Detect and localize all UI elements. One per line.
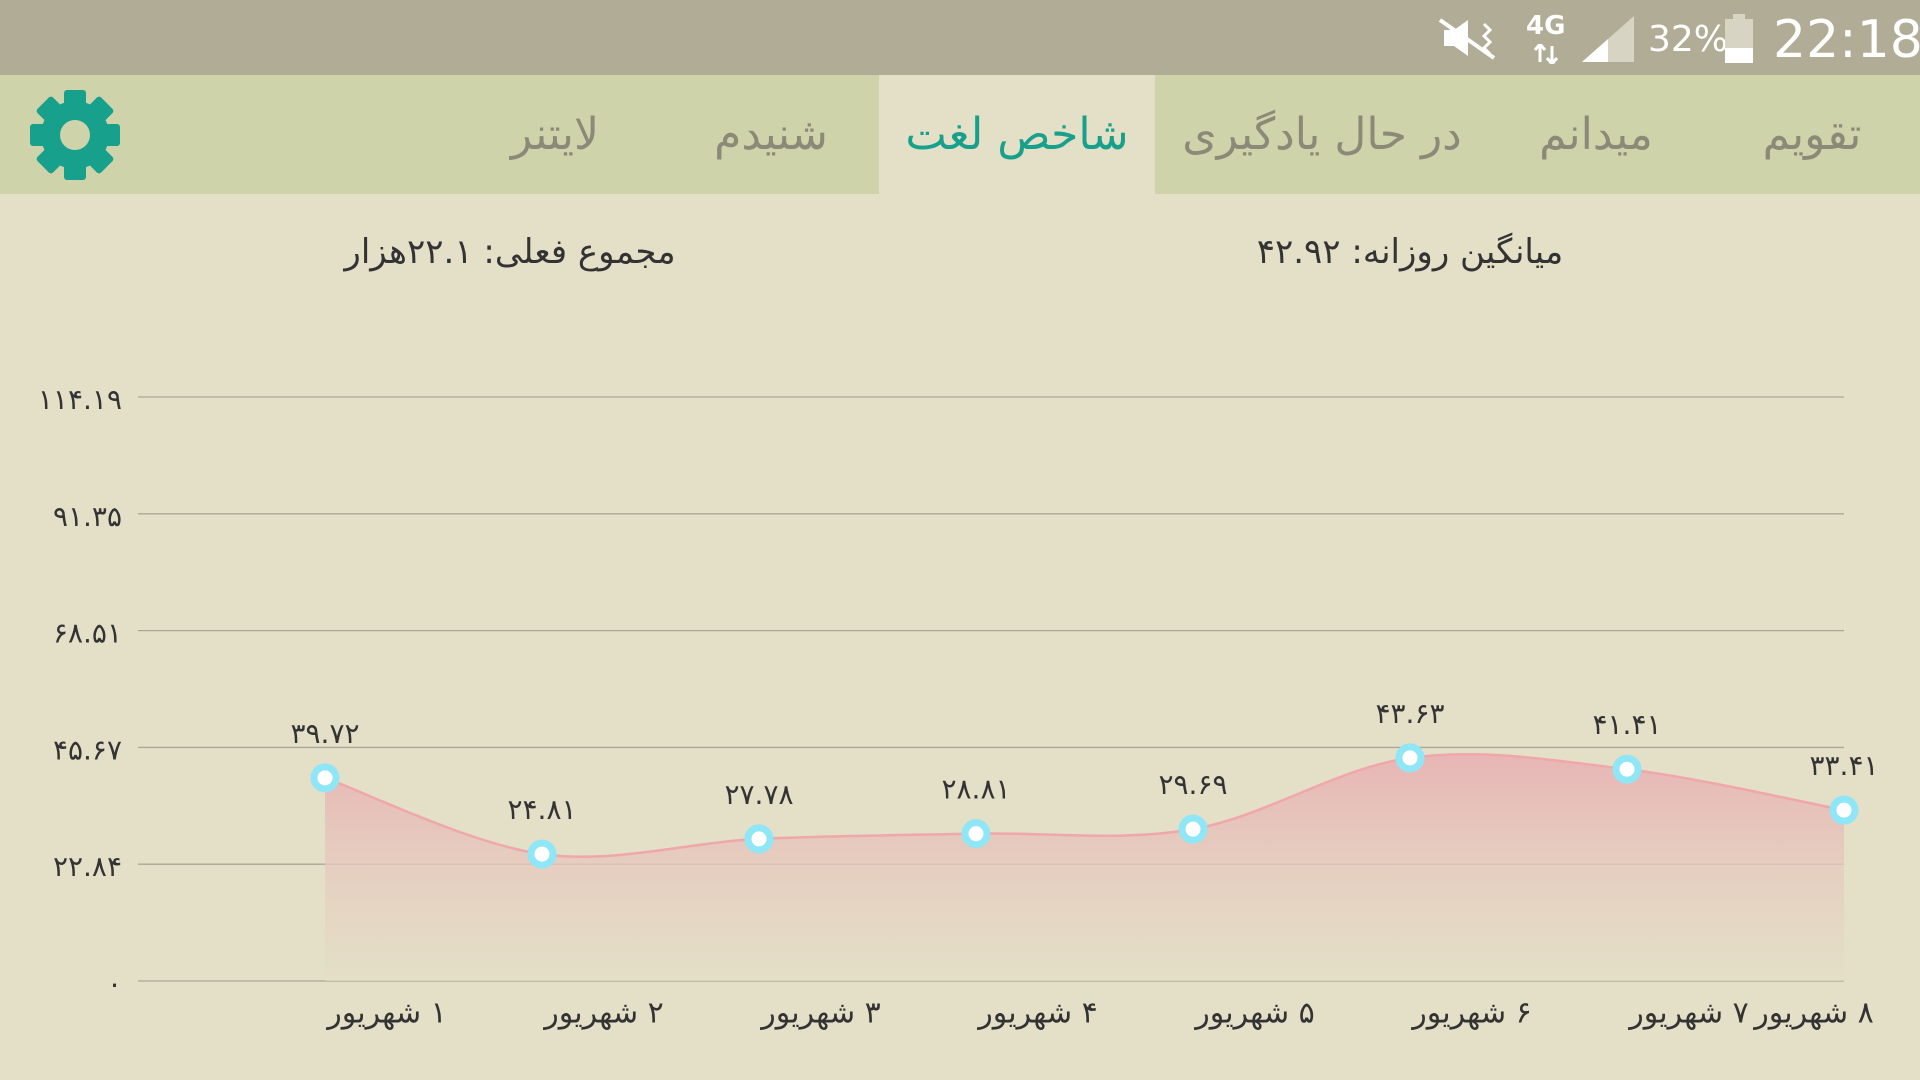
total-stat: مجموع فعلی: ۲۲.۱هزار bbox=[344, 232, 676, 272]
tab[interactable]: لایتنر bbox=[510, 109, 600, 160]
data-point bbox=[1612, 754, 1642, 784]
mute-icon bbox=[1438, 18, 1496, 60]
data-point bbox=[961, 819, 991, 849]
data-point bbox=[310, 763, 340, 793]
value-label: ۲۸.۸۱ bbox=[941, 773, 1010, 806]
x-tick-label: ۱ شهریور bbox=[325, 996, 447, 1031]
y-tick-label: ۰ bbox=[107, 967, 122, 1000]
x-tick-label: ۳ شهریور bbox=[759, 996, 881, 1031]
value-label: ۲۴.۸۱ bbox=[507, 793, 576, 826]
battery-label: 32% bbox=[1648, 19, 1729, 60]
data-arrows bbox=[1534, 44, 1559, 64]
x-tick-label: ۲ شهریور bbox=[542, 996, 664, 1031]
x-tick-label: ۷ شهریور bbox=[1627, 996, 1749, 1031]
tab[interactable]: تقویم bbox=[1762, 109, 1862, 160]
value-label: ۳۳.۴۱ bbox=[1809, 749, 1878, 782]
signal-icon bbox=[1582, 16, 1634, 62]
y-tick-label: ۴۵.۶۷ bbox=[53, 733, 122, 766]
data-point bbox=[744, 824, 774, 854]
status-bar: 4G 32% 22:18 bbox=[0, 0, 1920, 75]
line bbox=[324, 752, 1845, 859]
tab[interactable]: شاخص لغت bbox=[879, 75, 1155, 194]
settings-button[interactable] bbox=[28, 88, 122, 182]
data-point bbox=[527, 839, 557, 869]
average-stat: میانگین روزانه: ۴۲.۹۲ bbox=[1256, 232, 1564, 272]
value-label: ۳۹.۷۲ bbox=[290, 717, 359, 750]
x-tick-label: ۵ شهریور bbox=[1193, 996, 1315, 1031]
tab[interactable]: شنیدم bbox=[714, 109, 828, 160]
data-point bbox=[1829, 795, 1859, 825]
y-tick-label: ۱۱۴.۱۹ bbox=[38, 383, 122, 416]
y-tick-label: ۲۲.۸۴ bbox=[53, 850, 122, 883]
tab-bar: تقویم میدانم در حال یادگیری شاخص لغت شنی… bbox=[0, 75, 1920, 194]
value-label: ۲۷.۷۸ bbox=[724, 778, 793, 811]
value-label: ۴۳.۶۳ bbox=[1375, 697, 1444, 730]
area bbox=[325, 754, 1844, 981]
tab[interactable]: میدانم bbox=[1539, 109, 1653, 160]
network-label: 4G bbox=[1526, 11, 1566, 41]
value-label: ۴۱.۴۱ bbox=[1592, 708, 1661, 741]
x-tick-label: ۸ شهریور bbox=[1752, 996, 1874, 1031]
data-point bbox=[1395, 743, 1425, 773]
tab[interactable]: در حال یادگیری bbox=[1182, 109, 1462, 160]
x-tick-label: ۶ شهریور bbox=[1410, 996, 1532, 1031]
clock: 22:18 bbox=[1773, 10, 1920, 70]
value-label: ۲۹.۶۹ bbox=[1158, 768, 1227, 801]
x-tick-label: ۴ شهریور bbox=[976, 996, 1098, 1031]
data-point bbox=[1178, 814, 1208, 844]
battery-icon bbox=[1725, 14, 1753, 63]
y-tick-label: ۶۸.۵۱ bbox=[53, 617, 122, 650]
y-tick-label: ۹۱.۳۵ bbox=[53, 500, 122, 533]
